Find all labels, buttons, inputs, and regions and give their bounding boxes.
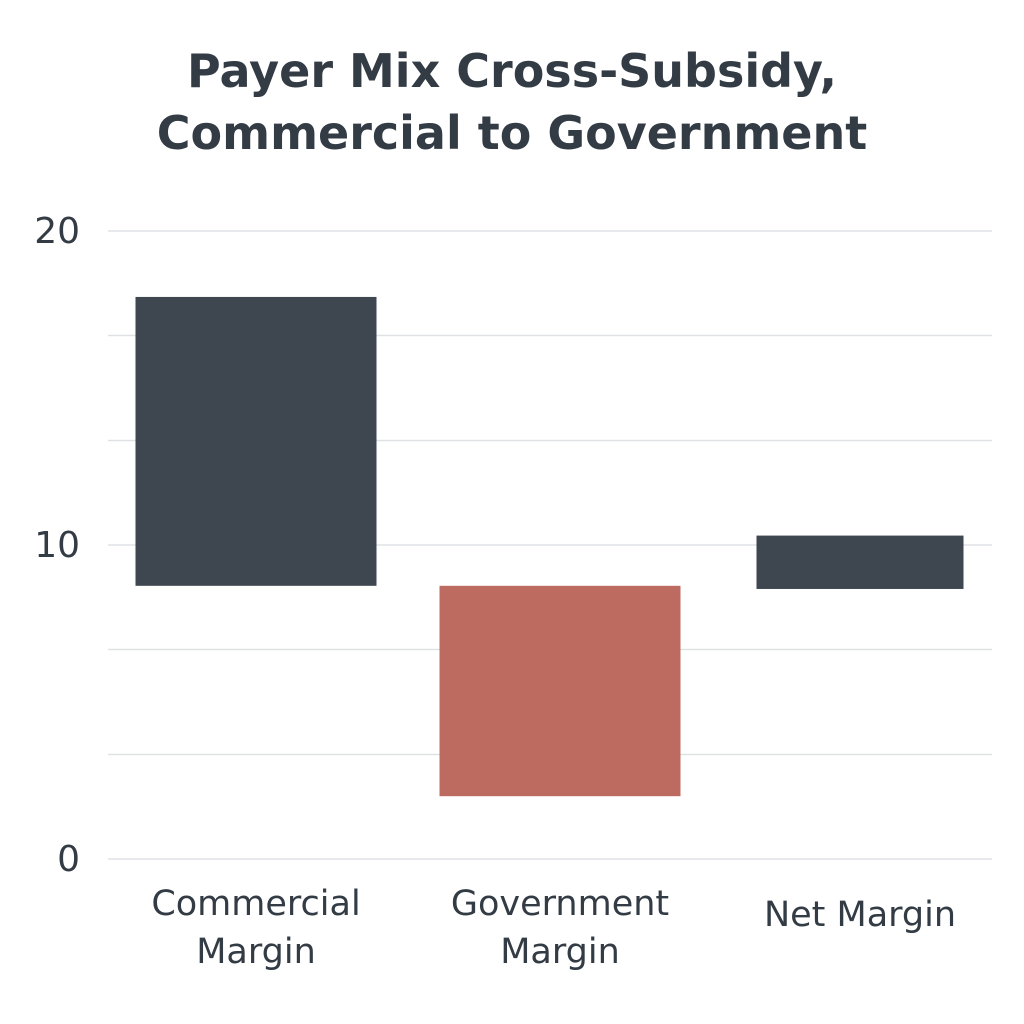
category-label: Margin	[500, 932, 620, 972]
x-axis-categories: Commercial Margin Government Margin Net Marg…	[151, 884, 956, 972]
y-tick-label: 10	[34, 525, 80, 566]
y-axis-ticks: 0 10 20	[34, 211, 80, 880]
chart-title-line-1: Payer Mix Cross-Subsidy,	[187, 44, 837, 98]
y-tick-label: 0	[57, 839, 80, 880]
bars	[135, 296, 964, 797]
category-label: Net Margin	[764, 895, 956, 935]
category-label: Margin	[196, 932, 316, 972]
bar-0	[135, 296, 377, 586]
category-label: Commercial	[151, 884, 360, 924]
bar-1	[439, 585, 681, 797]
chart-title-line-2: Commercial to Government	[156, 106, 868, 160]
category-label: Government	[451, 884, 669, 924]
chart-title: Payer Mix Cross-Subsidy, Commercial to G…	[0, 40, 1024, 164]
bar-2	[756, 535, 964, 589]
y-tick-label: 20	[34, 211, 80, 252]
